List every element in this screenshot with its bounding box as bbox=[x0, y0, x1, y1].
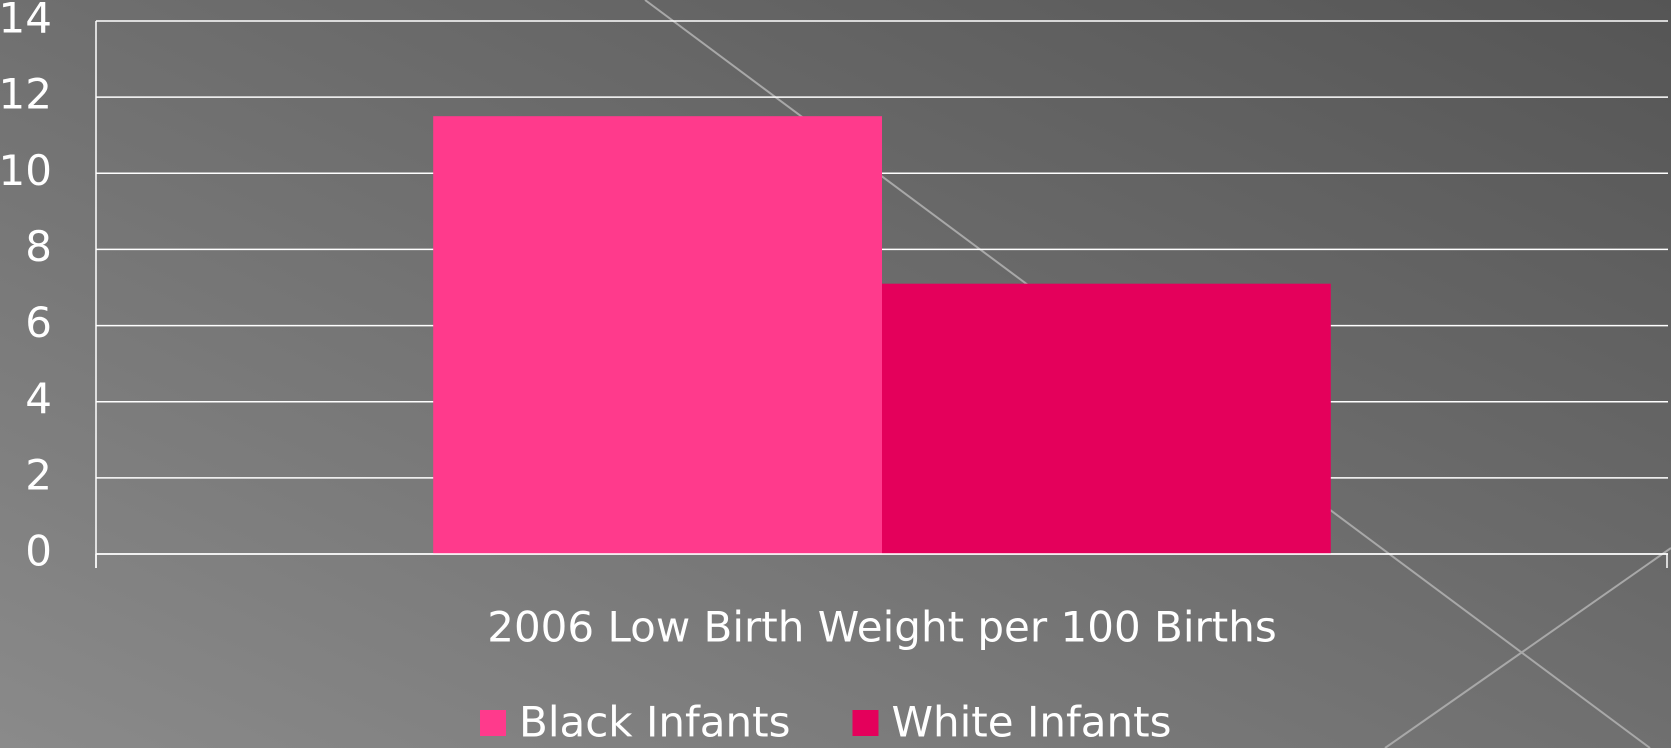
y-tick-label: 4 bbox=[25, 374, 52, 423]
legend-label: White Infants bbox=[891, 698, 1171, 747]
legend-swatch bbox=[852, 710, 879, 736]
y-tick-label: 6 bbox=[25, 298, 52, 347]
legend-label: Black Infants bbox=[519, 698, 790, 747]
bar bbox=[433, 116, 882, 554]
y-tick-label: 10 bbox=[0, 146, 52, 195]
legend-swatch bbox=[480, 710, 506, 736]
y-tick-label: 12 bbox=[0, 70, 52, 119]
y-tick-label: 0 bbox=[25, 527, 52, 576]
decor-line bbox=[1384, 547, 1671, 748]
x-tick-label: 2006 Low Birth Weight per 100 Births bbox=[487, 603, 1277, 652]
y-tick-label: 8 bbox=[25, 222, 52, 271]
bar bbox=[882, 283, 1331, 554]
y-tick-label: 14 bbox=[0, 0, 52, 43]
y-tick-label: 2 bbox=[25, 450, 52, 499]
